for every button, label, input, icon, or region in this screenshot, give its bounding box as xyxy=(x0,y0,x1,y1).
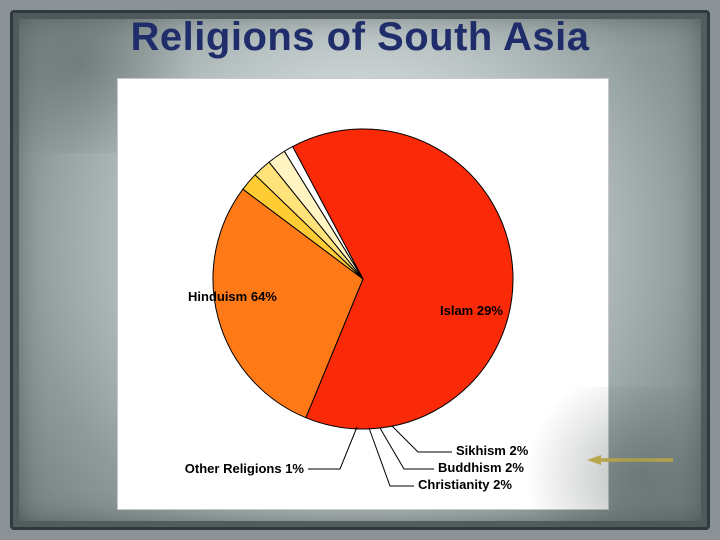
pie-chart-card: Religions of South AsiaHinduism 64%Islam… xyxy=(117,78,609,510)
arrow-left-icon xyxy=(587,454,673,466)
leader-line xyxy=(369,428,414,486)
slice-label: Hinduism 64% xyxy=(188,289,277,304)
slide: Religions of South Asia Religions of Sou… xyxy=(0,0,720,540)
slice-label: Islam 29% xyxy=(440,303,503,318)
slice-label: Christianity 2% xyxy=(418,477,512,492)
pie-chart-svg: Religions of South AsiaHinduism 64%Islam… xyxy=(118,79,608,509)
slice-label: Other Religions 1% xyxy=(185,461,305,476)
leader-line xyxy=(308,427,357,469)
slice-label: Buddhism 2% xyxy=(438,460,524,475)
leader-line xyxy=(392,426,452,452)
slide-inner-bg: Religions of South Asia Religions of Sou… xyxy=(10,10,710,530)
page-title: Religions of South Asia xyxy=(13,15,707,60)
leader-line xyxy=(380,428,434,469)
slice-label: Sikhism 2% xyxy=(456,443,529,458)
prev-arrow[interactable] xyxy=(587,453,673,465)
